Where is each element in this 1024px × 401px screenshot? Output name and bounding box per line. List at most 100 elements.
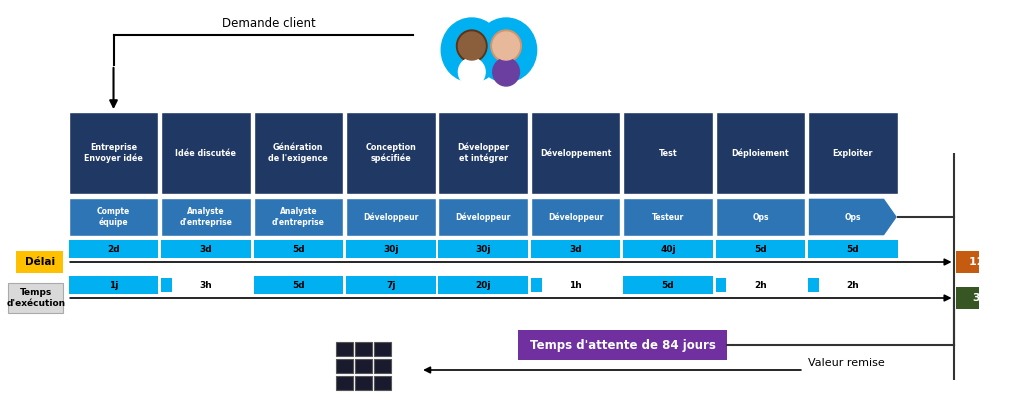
Circle shape bbox=[459, 58, 485, 86]
Bar bbox=[69, 112, 159, 194]
Bar bbox=[624, 240, 713, 258]
Text: Test: Test bbox=[658, 148, 677, 158]
Text: 5d: 5d bbox=[662, 281, 675, 290]
Bar bbox=[336, 359, 352, 373]
Text: 1h: 1h bbox=[569, 281, 582, 290]
Text: 30j: 30j bbox=[383, 245, 398, 253]
Bar bbox=[346, 276, 435, 294]
Polygon shape bbox=[808, 198, 898, 236]
Circle shape bbox=[490, 30, 521, 62]
Bar bbox=[956, 287, 1024, 309]
Text: 7j: 7j bbox=[386, 281, 395, 290]
Bar bbox=[254, 276, 343, 294]
Bar bbox=[716, 240, 805, 258]
Text: 123 jours: 123 jours bbox=[969, 257, 1024, 267]
Bar bbox=[355, 342, 372, 356]
Bar bbox=[530, 194, 621, 198]
Text: Idée discutée: Idée discutée bbox=[175, 148, 237, 158]
Bar bbox=[624, 112, 713, 194]
Text: Analyste
d'entreprise: Analyste d'entreprise bbox=[179, 207, 232, 227]
Text: Testeur: Testeur bbox=[652, 213, 684, 221]
Text: Conception
spécifiée: Conception spécifiée bbox=[366, 143, 416, 163]
Bar bbox=[530, 240, 621, 258]
Bar bbox=[69, 194, 159, 198]
Bar bbox=[438, 198, 528, 236]
Text: Demande client: Demande client bbox=[222, 17, 315, 30]
Bar bbox=[336, 342, 352, 356]
Text: 39 jours: 39 jours bbox=[973, 293, 1024, 303]
Bar bbox=[716, 112, 805, 194]
Text: 3d: 3d bbox=[569, 245, 582, 253]
Text: Développeur: Développeur bbox=[548, 212, 603, 222]
Circle shape bbox=[493, 32, 519, 60]
Text: Génération
de l'exigence: Génération de l'exigence bbox=[268, 143, 329, 163]
Bar bbox=[254, 198, 343, 236]
Bar bbox=[254, 194, 343, 198]
Bar bbox=[438, 194, 528, 198]
Circle shape bbox=[441, 18, 503, 82]
Text: Délai: Délai bbox=[25, 257, 54, 267]
Bar bbox=[346, 198, 435, 236]
Bar bbox=[336, 376, 352, 390]
Text: Développeur: Développeur bbox=[364, 212, 419, 222]
Circle shape bbox=[475, 18, 537, 82]
Bar bbox=[517, 330, 727, 360]
Bar bbox=[69, 240, 159, 258]
Text: 40j: 40j bbox=[660, 245, 676, 253]
Text: 1j: 1j bbox=[109, 281, 118, 290]
Bar bbox=[438, 112, 528, 194]
Bar bbox=[808, 194, 898, 198]
Text: Ops: Ops bbox=[753, 213, 769, 221]
Text: Entreprise
Envoyer idée: Entreprise Envoyer idée bbox=[84, 143, 143, 163]
Text: 5d: 5d bbox=[847, 245, 859, 253]
Text: Analyste
d'entreprise: Analyste d'entreprise bbox=[272, 207, 325, 227]
Text: Compte
équipe: Compte équipe bbox=[97, 207, 130, 227]
Text: Temps d'attente de 84 jours: Temps d'attente de 84 jours bbox=[529, 338, 716, 352]
Bar bbox=[438, 240, 528, 258]
Bar bbox=[438, 276, 528, 294]
Bar bbox=[808, 112, 898, 194]
Text: 3h: 3h bbox=[200, 281, 212, 290]
Text: 2h: 2h bbox=[754, 281, 767, 290]
Text: 5d: 5d bbox=[292, 245, 305, 253]
Bar bbox=[346, 112, 435, 194]
Bar bbox=[530, 112, 621, 194]
Bar bbox=[161, 240, 251, 258]
Text: 20j: 20j bbox=[475, 281, 490, 290]
Bar bbox=[530, 198, 621, 236]
Bar bbox=[716, 198, 805, 236]
Bar bbox=[808, 240, 898, 258]
Bar bbox=[808, 278, 819, 292]
Text: Développer
et intégrer: Développer et intégrer bbox=[457, 143, 509, 163]
Bar bbox=[624, 198, 713, 236]
Bar bbox=[716, 278, 726, 292]
Bar bbox=[8, 283, 63, 313]
Bar bbox=[375, 359, 391, 373]
Text: Développement: Développement bbox=[540, 148, 611, 158]
Bar bbox=[69, 198, 159, 236]
Text: 5d: 5d bbox=[754, 245, 767, 253]
Text: 3d: 3d bbox=[200, 245, 212, 253]
Bar bbox=[355, 359, 372, 373]
Bar bbox=[375, 376, 391, 390]
Circle shape bbox=[457, 30, 487, 62]
Bar bbox=[254, 112, 343, 194]
Text: Déploiement: Déploiement bbox=[732, 148, 790, 158]
Text: Valeur remise: Valeur remise bbox=[809, 358, 886, 368]
Bar bbox=[624, 276, 713, 294]
Bar bbox=[254, 240, 343, 258]
Circle shape bbox=[459, 32, 485, 60]
Text: 2h: 2h bbox=[847, 281, 859, 290]
Bar bbox=[161, 194, 251, 198]
Bar bbox=[716, 194, 805, 198]
Text: Temps
d'exécution: Temps d'exécution bbox=[6, 288, 66, 308]
Bar bbox=[346, 240, 435, 258]
Bar bbox=[375, 342, 391, 356]
Text: Exploiter: Exploiter bbox=[833, 148, 873, 158]
Bar bbox=[956, 251, 1024, 273]
Bar bbox=[69, 276, 159, 294]
Bar bbox=[15, 251, 63, 273]
Text: 5d: 5d bbox=[292, 281, 305, 290]
Text: Développeur: Développeur bbox=[456, 212, 511, 222]
Bar bbox=[346, 194, 435, 198]
